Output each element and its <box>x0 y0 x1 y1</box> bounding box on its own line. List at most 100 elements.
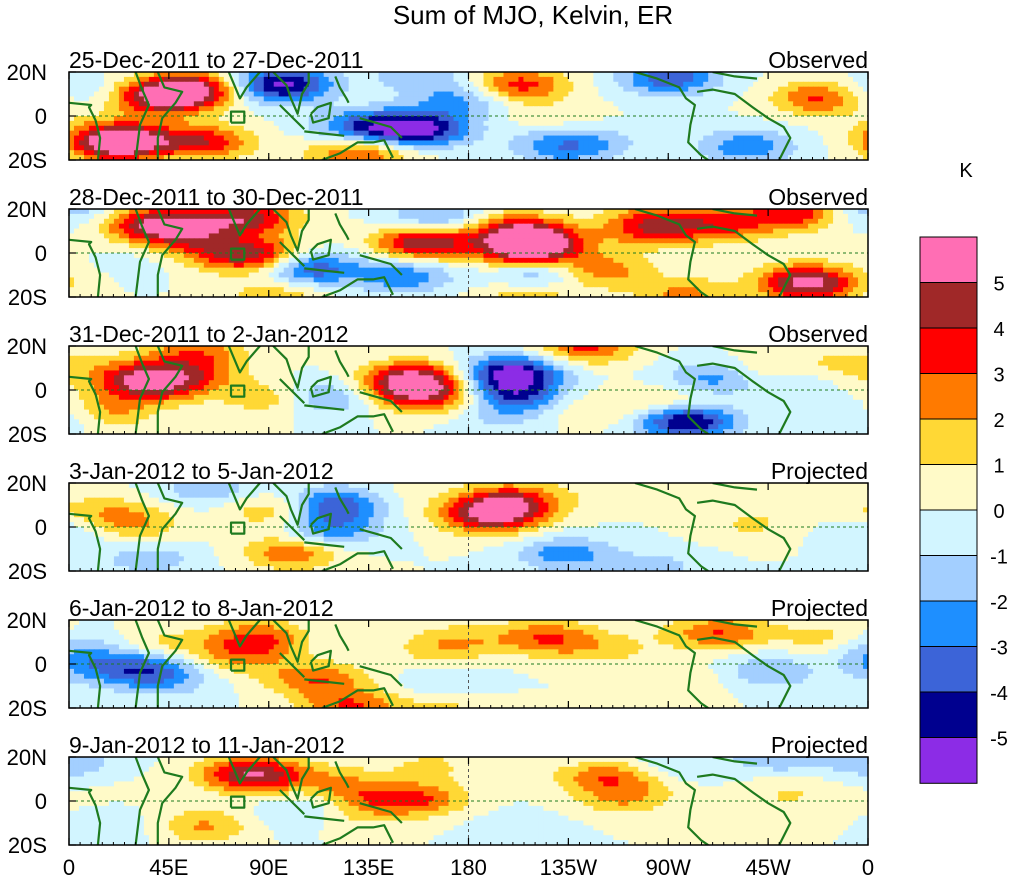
anomaly-cell <box>373 106 380 112</box>
anomaly-cell <box>498 140 505 146</box>
anomaly-cell <box>98 140 105 146</box>
anomaly-cell <box>488 135 495 142</box>
anomaly-cell <box>438 81 445 88</box>
anomaly-cell <box>863 130 868 137</box>
anomaly-cell <box>423 267 430 274</box>
anomaly-cell <box>138 228 145 235</box>
anomaly-cell <box>428 86 435 93</box>
anomaly-cell <box>263 238 270 244</box>
anomaly-cell <box>813 243 819 249</box>
anomaly-cell <box>403 96 410 102</box>
anomaly-cell <box>308 91 315 98</box>
anomaly-cell <box>308 223 315 230</box>
anomaly-cell <box>698 120 704 127</box>
anomaly-cell <box>763 257 769 264</box>
anomaly-cell <box>648 111 654 117</box>
anomaly-cell <box>498 86 505 93</box>
anomaly-cell <box>308 120 315 127</box>
anomaly-cell <box>418 223 425 230</box>
anomaly-cell <box>533 248 540 254</box>
anomaly-cell <box>313 91 320 98</box>
anomaly-cell <box>563 238 569 244</box>
anomaly-cell <box>548 96 554 102</box>
anomaly-cell <box>433 116 440 122</box>
anomaly-cell <box>313 86 320 93</box>
anomaly-cell <box>443 116 450 122</box>
anomaly-cell <box>353 155 360 160</box>
anomaly-cell <box>378 228 385 235</box>
anomaly-cell <box>533 106 540 112</box>
anomaly-cell <box>813 150 819 156</box>
anomaly-cell <box>688 130 694 137</box>
anomaly-cell <box>538 111 544 117</box>
anomaly-cell <box>88 262 95 269</box>
anomaly-cell <box>553 223 559 230</box>
anomaly-cell <box>288 228 295 235</box>
anomaly-cell <box>703 223 709 230</box>
anomaly-cell <box>528 96 535 102</box>
anomaly-cell <box>428 125 435 132</box>
anomaly-cell <box>443 218 450 225</box>
anomaly-cell <box>458 96 465 102</box>
anomaly-cell <box>493 218 500 225</box>
anomaly-cell <box>578 135 584 142</box>
anomaly-cell <box>428 145 435 151</box>
anomaly-cell <box>708 155 714 160</box>
anomaly-cell <box>143 257 150 264</box>
anomaly-cell <box>663 228 669 235</box>
anomaly-cell <box>383 267 390 274</box>
anomaly-cell <box>793 150 799 156</box>
anomaly-cell <box>308 228 315 235</box>
anomaly-cell <box>428 155 435 160</box>
anomaly-cell <box>253 248 260 254</box>
anomaly-cell <box>148 228 155 235</box>
anomaly-cell <box>583 106 589 112</box>
anomaly-cell <box>358 72 365 78</box>
anomaly-cell <box>533 140 540 146</box>
anomaly-cell <box>863 86 868 93</box>
anomaly-cell <box>548 111 554 117</box>
anomaly-cell <box>598 140 604 146</box>
anomaly-cell <box>143 72 150 78</box>
anomaly-cell <box>143 262 150 269</box>
anomaly-cell <box>583 120 589 127</box>
anomaly-cell <box>113 218 120 225</box>
anomaly-cell <box>408 223 415 230</box>
anomaly-cell <box>93 155 100 160</box>
anomaly-cell <box>223 91 230 98</box>
anomaly-cell <box>188 120 195 127</box>
anomaly-cell <box>738 228 744 235</box>
anomaly-cell <box>723 135 729 142</box>
anomaly-cell <box>658 91 664 98</box>
anomaly-cell <box>728 81 734 88</box>
anomaly-cell <box>733 111 739 117</box>
anomaly-cell <box>133 213 140 220</box>
anomaly-cell <box>298 76 305 83</box>
anomaly-cell <box>273 223 280 230</box>
anomaly-cell <box>513 253 520 259</box>
anomaly-cell <box>188 145 195 151</box>
anomaly-cell <box>753 257 759 264</box>
anomaly-cell <box>83 140 90 146</box>
anomaly-cell <box>523 135 530 142</box>
anomaly-cell <box>588 145 594 151</box>
anomaly-cell <box>468 233 475 239</box>
anomaly-cell <box>553 228 559 235</box>
anomaly-cell <box>368 101 375 107</box>
anomaly-cell <box>403 120 410 127</box>
anomaly-cell <box>203 135 210 142</box>
anomaly-cell <box>823 243 829 249</box>
anomaly-cell <box>273 155 280 160</box>
anomaly-cell <box>683 257 689 264</box>
anomaly-cell <box>303 233 310 239</box>
anomaly-cell <box>613 135 619 142</box>
anomaly-cell <box>273 140 280 146</box>
anomaly-cell <box>328 243 335 249</box>
anomaly-cell <box>318 145 325 151</box>
anomaly-cell <box>308 106 315 112</box>
anomaly-cell <box>783 238 789 244</box>
anomaly-cell <box>843 125 849 132</box>
anomaly-cell <box>493 209 500 215</box>
anomaly-cell <box>143 86 150 93</box>
anomaly-cell <box>823 248 829 254</box>
